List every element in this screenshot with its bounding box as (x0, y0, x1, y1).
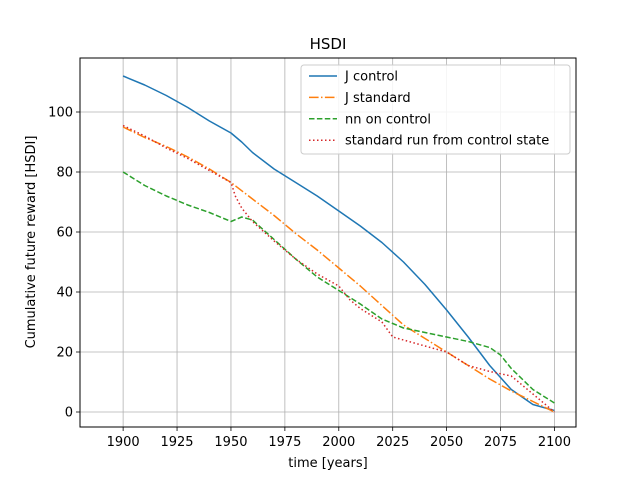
plot-frame (79, 57, 577, 428)
legend-label-2: J standard (344, 91, 411, 106)
x-axis-label: time [years] (288, 456, 367, 471)
x-tick-label: 1975 (268, 435, 301, 450)
legend: J control J standard nn on control standard… (300, 64, 571, 155)
y-axis-label: Cumulative future reward [HSDI] (24, 136, 39, 349)
y-tick-label: 40 (56, 286, 73, 301)
y-tick-label: 20 (56, 346, 73, 361)
x-tick-label: 1900 (107, 435, 140, 450)
x-tick-label: 2025 (376, 435, 409, 450)
y-tick-label: 0 (65, 406, 73, 421)
y-tick-label: 100 (48, 106, 73, 121)
series-line-3 (122, 171, 555, 404)
legend-box (300, 64, 571, 155)
x-tick-label: 2075 (484, 435, 517, 450)
legend-label-1: J control (344, 70, 398, 85)
legend-label-3: nn on control (345, 112, 431, 127)
series-line-1 (122, 75, 555, 412)
chart-title: HSDI (310, 35, 347, 53)
x-tick-label: 2100 (538, 435, 571, 450)
ticks: 1900 1925 1950 1975 2000 2025 2050 2075 2100 0 20 4… (48, 106, 571, 451)
x-tick-label: 2000 (322, 435, 355, 450)
x-tick-label: 1925 (160, 435, 193, 450)
series-line-2 (122, 126, 555, 413)
y-tick-label: 80 (56, 166, 73, 181)
x-tick-label: 1950 (214, 435, 247, 450)
series-group (122, 75, 555, 413)
legend-label-4: standard run from control state (345, 134, 549, 149)
x-tick-label: 2050 (430, 435, 463, 450)
y-tick-label: 60 (56, 226, 73, 241)
series-line-4 (122, 124, 555, 413)
